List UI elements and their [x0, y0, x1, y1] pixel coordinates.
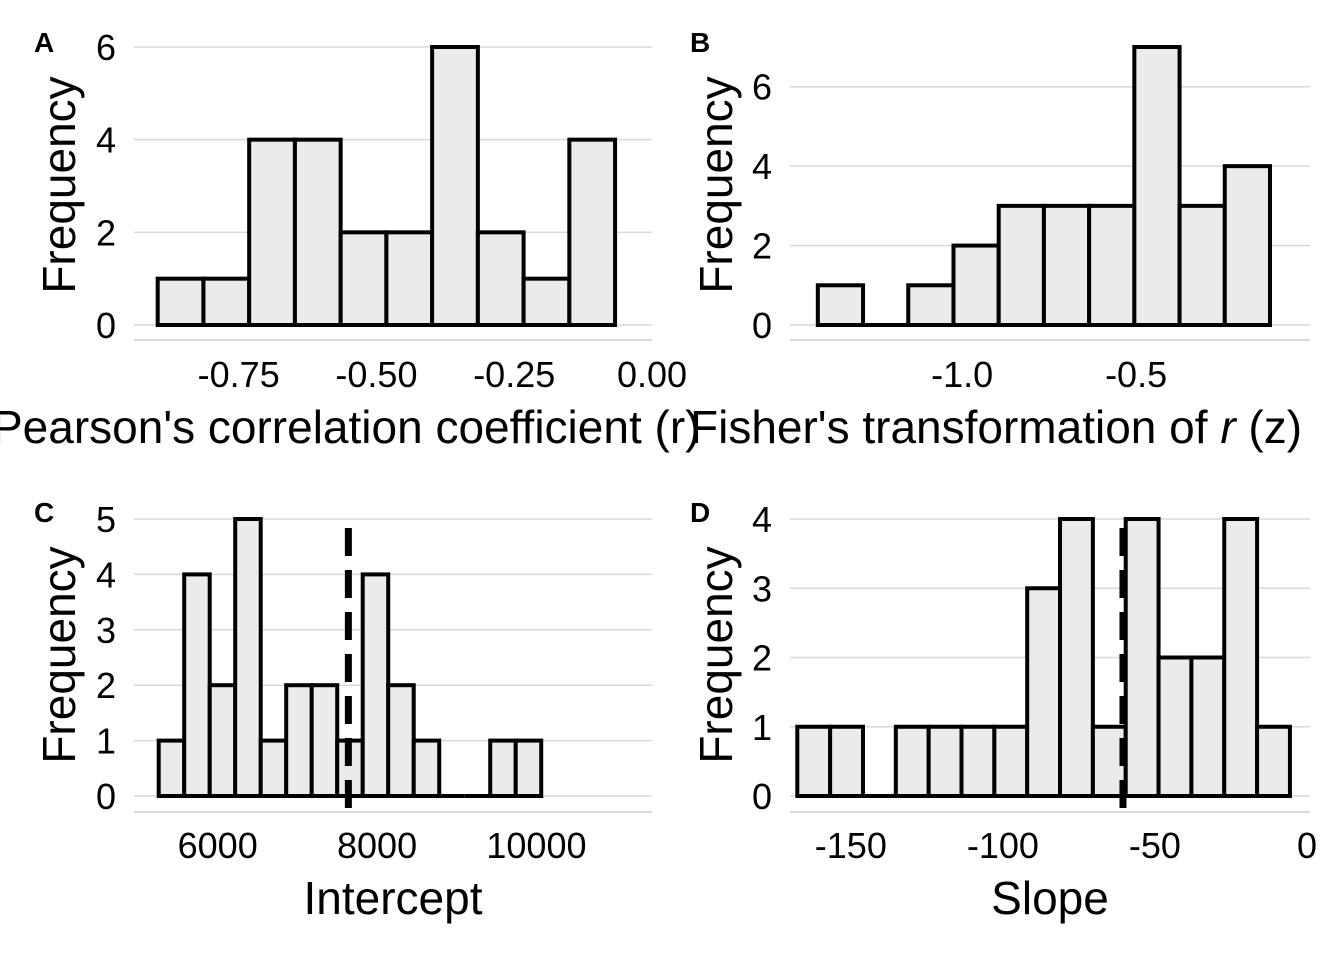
panel-d-bar	[992, 724, 1030, 798]
panel-b-bar	[951, 243, 1001, 327]
panel-b-x-tick-label: -1.0	[931, 354, 993, 395]
panel-c-bar	[156, 738, 187, 798]
panel-b-bar	[906, 283, 956, 327]
panel-d-x-axis-title: Slope	[991, 872, 1109, 924]
panel-d-bar	[1189, 655, 1227, 798]
panel-a-bar	[338, 230, 389, 327]
panel-d-y-tick-label: 0	[752, 776, 772, 817]
panel-d-x-tick-label: -50	[1129, 825, 1181, 866]
panel-c-x-tick-label: 8000	[337, 825, 417, 866]
panel-d-bar	[926, 724, 964, 798]
panel-c-tag: C	[34, 497, 54, 528]
panel-c-y-tick-label: 1	[96, 721, 116, 762]
panel-a-tag: A	[34, 27, 54, 58]
panel-a-x-tick-label: -0.75	[198, 354, 280, 395]
panel-c-bar	[386, 683, 416, 799]
panel-d-bar	[1025, 586, 1063, 798]
panel-d-bar	[1255, 724, 1292, 798]
panel-c-bar	[233, 517, 263, 798]
panel-c-bar	[411, 738, 442, 798]
panel-a-x-tick-label: 0.00	[617, 354, 687, 395]
panel-a-bar	[475, 230, 526, 327]
panel-a-bar	[247, 137, 297, 327]
panel-a-y-tick-label: 0	[96, 305, 116, 346]
panel-c-y-tick-label: 0	[96, 776, 116, 817]
panel-d-y-tick-label: 1	[752, 707, 772, 748]
panel-c-bar	[513, 738, 544, 798]
panel-b-bar	[996, 203, 1046, 328]
panel-b-x-tick-label: -0.5	[1105, 354, 1167, 395]
panel-d-x-tick-label: 0	[1297, 825, 1317, 866]
panel-b-x-axis-title: Fisher's transformation of r (z)	[690, 401, 1302, 453]
panel-a-bar	[201, 276, 252, 327]
panel-b-y-tick-label: 0	[752, 305, 772, 346]
panel-a-bar	[384, 230, 435, 327]
panel-c-x-axis-title: Intercept	[304, 872, 483, 924]
panel-b-y-tick-label: 4	[752, 146, 772, 187]
panel-a-bar	[430, 45, 480, 327]
panel-c-bar	[488, 738, 518, 798]
panel-a-x-tick-label: -0.25	[473, 354, 555, 395]
panel-c-bar	[360, 572, 391, 799]
panel-d-bar	[1222, 517, 1260, 798]
panel-a-bar	[292, 137, 343, 327]
panel-a-y-tick-label: 2	[96, 212, 116, 253]
panel-a-x-axis-title: Pearson's correlation coefficient (r)	[0, 401, 700, 453]
panel-d-tag: D	[690, 497, 710, 528]
panel-b-bar	[1132, 45, 1182, 327]
panel-a-bar	[567, 137, 618, 327]
panel-c-y-tick-label: 5	[96, 499, 116, 540]
panel-a-y-axis-title: Frequency	[33, 76, 85, 293]
panel-b-bar	[1087, 203, 1137, 328]
panel-b-bar	[1222, 164, 1272, 327]
panel-c-y-tick-label: 2	[96, 665, 116, 706]
panel-d-bar	[1123, 517, 1161, 798]
panel-d-bar	[828, 724, 865, 798]
panel-d-bar	[893, 724, 931, 798]
panel-b-y-axis-title: Frequency	[690, 76, 742, 293]
panel-d-bar	[1058, 517, 1095, 798]
panel-a-y-tick-label: 4	[96, 120, 116, 161]
panel-c-bar	[207, 683, 238, 799]
panel-b-y-tick-label: 6	[752, 67, 772, 108]
panel-c-y-axis-title: Frequency	[33, 546, 85, 763]
panel-c-bar	[309, 683, 340, 799]
panel-c-bar	[182, 572, 212, 799]
panel-d-bar	[959, 724, 997, 798]
panel-a-bar	[155, 276, 206, 327]
panel-a-bar	[521, 276, 572, 327]
panel-a-x-tick-label: -0.50	[335, 354, 417, 395]
panel-d-y-tick-label: 4	[752, 499, 772, 540]
panel-b-bar	[1177, 203, 1227, 328]
panel-d-y-axis-title: Frequency	[690, 546, 742, 763]
panel-b-bar	[1041, 203, 1092, 328]
panel-d-y-tick-label: 3	[752, 568, 772, 609]
panel-d-x-tick-label: -150	[815, 825, 887, 866]
panel-c-y-tick-label: 3	[96, 610, 116, 651]
panel-d-x-tick-label: -100	[967, 825, 1039, 866]
panel-c-bar	[284, 683, 314, 799]
panel-d-bar	[795, 724, 833, 798]
panel-c-x-tick-label: 10000	[486, 825, 586, 866]
panel-c-y-tick-label: 4	[96, 554, 116, 595]
panel-b-tag: B	[690, 27, 710, 58]
panel-b-y-tick-label: 2	[752, 226, 772, 267]
panel-c-x-tick-label: 6000	[178, 825, 258, 866]
panel-c-bar	[258, 738, 289, 798]
panel-d-y-tick-label: 2	[752, 638, 772, 679]
panel-b-bar	[815, 283, 866, 327]
panel-d-bar	[1156, 655, 1194, 798]
panel-a-y-tick-label: 6	[96, 27, 116, 68]
